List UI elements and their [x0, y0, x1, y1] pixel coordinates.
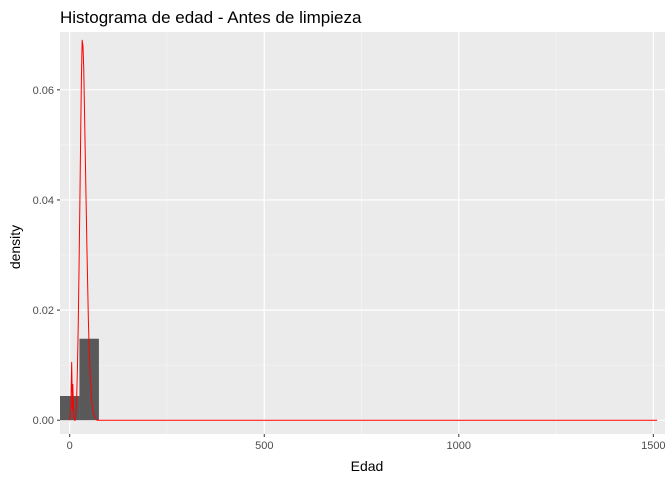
y-tick-label: 0.04 [33, 195, 54, 207]
histogram-bar [79, 338, 99, 421]
y-tick-label: 0.02 [33, 305, 54, 317]
plot-panel [60, 32, 665, 434]
x-tick-label: 0 [67, 440, 73, 452]
x-axis: 0 500 1000 1500 [67, 434, 666, 452]
y-axis-title: density [7, 225, 23, 269]
x-tick-label: 500 [255, 440, 273, 452]
y-axis: 0.00 0.02 0.04 0.06 [33, 85, 60, 427]
density-line [69, 39, 658, 421]
x-tick-label: 1500 [641, 440, 665, 452]
x-axis-title: Edad [351, 458, 384, 474]
x-tick-label: 1000 [447, 440, 471, 452]
histogram-bar [60, 396, 80, 421]
histogram-bars [60, 338, 99, 421]
density-curve-group [69, 39, 658, 421]
y-tick-label: 0.06 [33, 85, 54, 97]
minor-gridlines [60, 32, 665, 434]
chart-title: Histograma de edad - Antes de limpieza [60, 8, 362, 27]
y-tick-label: 0.00 [33, 415, 54, 427]
